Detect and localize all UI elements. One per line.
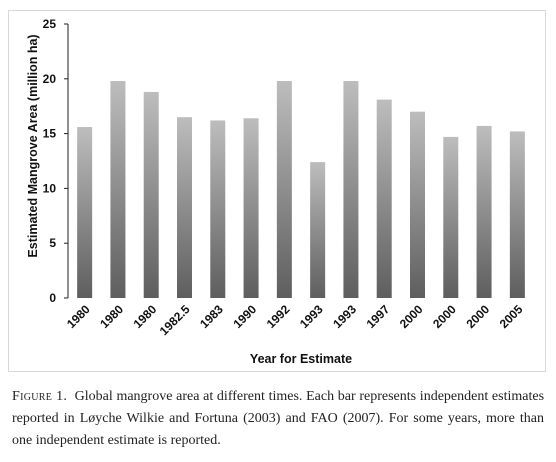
y-tick-label: 20 (43, 72, 57, 86)
x-tick-label: 1993 (297, 302, 326, 331)
bar-1997-10 (376, 99, 392, 299)
x-axis-title: Year for Estimate (250, 352, 352, 366)
bar-2000-11 (410, 111, 425, 299)
bar-1980-3 (143, 91, 159, 299)
bar-1992-7 (276, 80, 292, 298)
x-tick-label: 1983 (197, 302, 226, 331)
figure-caption: Figure 1. Global mangrove area at differ… (12, 386, 544, 452)
x-tick-label: 2000 (463, 302, 492, 331)
y-axis: 0 5 10 15 20 25 (43, 17, 69, 305)
bars (77, 80, 525, 299)
y-tick-label: 15 (43, 127, 57, 141)
y-tick-label: 10 (43, 181, 57, 195)
x-tick-label: 1997 (364, 302, 393, 331)
x-tick-label: 2000 (430, 302, 459, 331)
bar-1993-8 (310, 162, 326, 298)
caption-text: Global mangrove area at different times.… (12, 389, 545, 448)
y-tick-label: 0 (49, 291, 56, 305)
bar-1983-5 (210, 120, 226, 298)
bar-2000-13 (476, 125, 492, 298)
bar-1993-9 (343, 80, 359, 298)
y-axis-title: Estimated Mangrove Area (million ha) (26, 34, 40, 257)
x-tick-label: 1980 (64, 302, 93, 331)
x-tick-label: 1982.5 (157, 302, 193, 338)
caption-label: Figure 1. (12, 389, 68, 404)
x-tick-label: 1980 (97, 302, 126, 331)
y-tick-label: 25 (43, 17, 57, 31)
y-tick-label: 5 (49, 236, 56, 250)
x-tick-label: 2000 (397, 302, 426, 331)
bar-2000-12 (443, 136, 459, 298)
bar-1990-6 (243, 118, 259, 298)
bar-1982-5-4 (177, 117, 192, 298)
x-tick-label: 1993 (330, 302, 359, 331)
x-tick-label: 1990 (230, 302, 259, 331)
bar-2005-14 (509, 131, 525, 298)
bar-1980-1 (77, 127, 93, 298)
bar-1980-2 (110, 80, 126, 298)
x-tick-label: 1980 (131, 302, 160, 331)
x-tick-label: 2005 (497, 302, 526, 331)
x-tick-label: 1992 (264, 302, 293, 331)
